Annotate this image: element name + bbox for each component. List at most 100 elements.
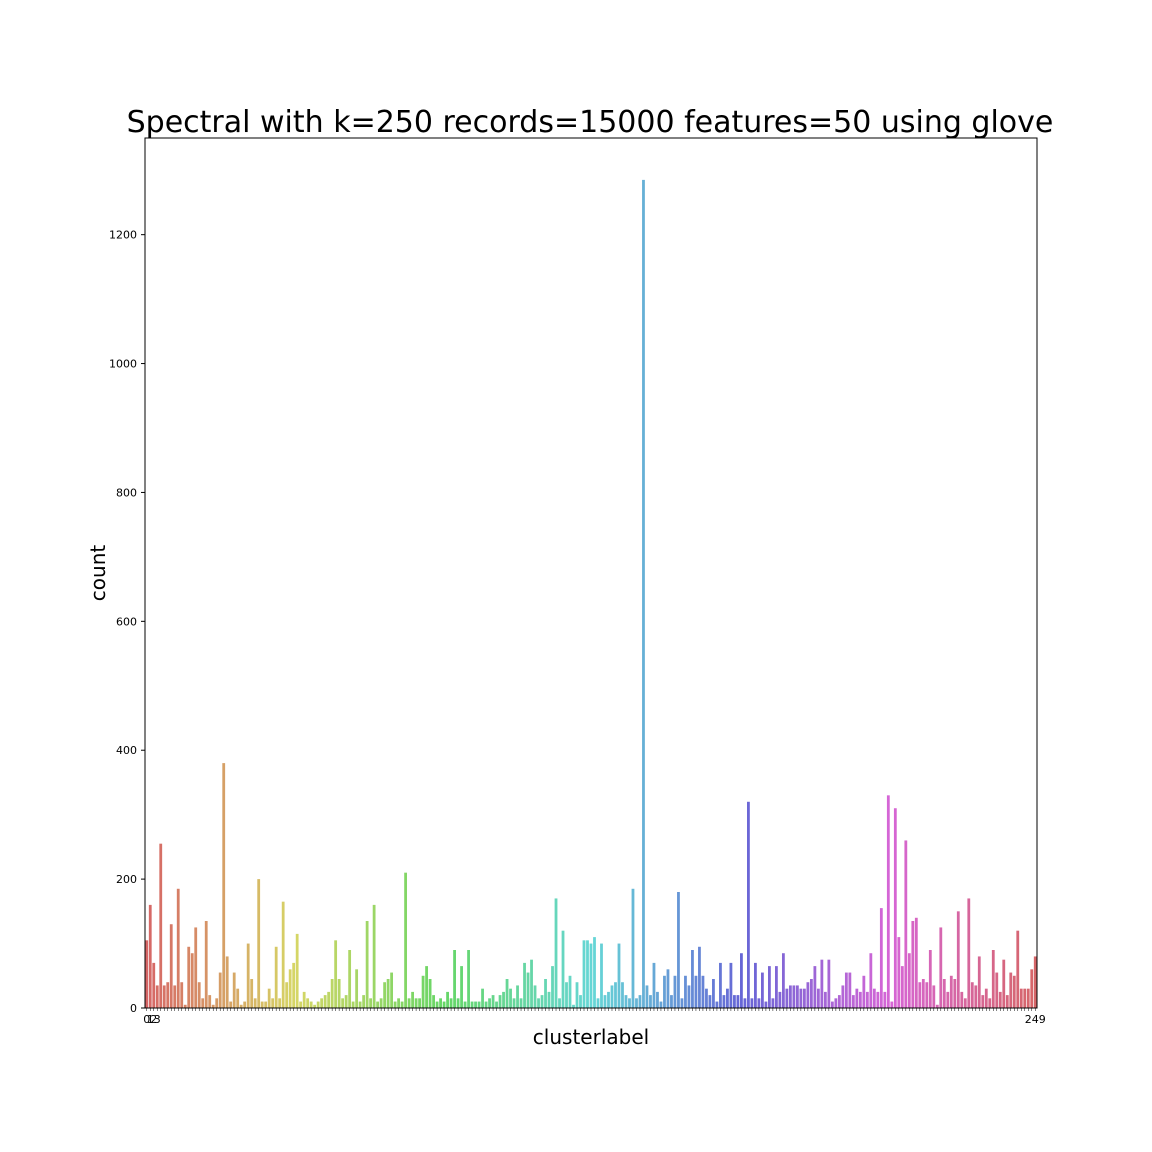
bar-cluster-90 <box>460 966 463 1008</box>
bar-cluster-143 <box>645 985 649 1008</box>
bar-cluster-71 <box>393 1001 397 1008</box>
bar-cluster-73 <box>400 1001 404 1008</box>
bar-cluster-92 <box>467 950 470 1008</box>
bar-cluster-238 <box>977 956 981 1008</box>
bar-cluster-248 <box>1012 975 1016 1008</box>
bar-cluster-97 <box>484 1001 488 1008</box>
bar-cluster-145 <box>652 962 656 1008</box>
bar-cluster-89 <box>456 998 460 1008</box>
bar-cluster-138 <box>628 998 631 1008</box>
bar-cluster-154 <box>684 975 687 1008</box>
bar-cluster-102 <box>502 991 505 1008</box>
bar-cluster-245 <box>1002 959 1006 1008</box>
bar-cluster-48 <box>313 1004 317 1008</box>
bar-cluster-174 <box>754 962 757 1008</box>
bar-cluster-151 <box>673 975 677 1008</box>
bar-cluster-42 <box>292 962 296 1008</box>
bar-cluster-24 <box>229 1001 233 1008</box>
bar-cluster-222 <box>921 979 925 1008</box>
bar-cluster-64 <box>369 998 373 1008</box>
bar-cluster-80 <box>425 966 428 1008</box>
bar-cluster-216 <box>900 966 904 1008</box>
bar-cluster-209 <box>876 991 880 1008</box>
bar-cluster-198 <box>837 995 841 1008</box>
bar-cluster-101 <box>498 995 502 1008</box>
bar-cluster-4 <box>159 843 163 1008</box>
y-tick-label: 0 <box>130 1002 137 1015</box>
bar-cluster-155 <box>687 985 691 1008</box>
x-tick-label: 249 <box>1025 1013 1046 1026</box>
bar-cluster-33 <box>260 1001 264 1008</box>
bar-cluster-113 <box>540 995 544 1008</box>
bar-cluster-23 <box>225 956 229 1008</box>
bar-cluster-38 <box>278 998 282 1008</box>
bar-cluster-231 <box>953 979 957 1008</box>
bar-cluster-34 <box>264 1001 268 1008</box>
bar-cluster-67 <box>379 998 383 1008</box>
bar-cluster-81 <box>428 979 432 1008</box>
bar-cluster-240 <box>984 988 988 1008</box>
bar-cluster-158 <box>698 946 701 1008</box>
bar-cluster-114 <box>544 979 547 1008</box>
bar-cluster-182 <box>781 953 785 1008</box>
bar-cluster-44 <box>299 1001 303 1008</box>
bar-cluster-213 <box>890 1001 894 1008</box>
bar-cluster-35 <box>267 988 271 1008</box>
bar-cluster-252 <box>1026 988 1030 1008</box>
bar-cluster-27 <box>239 1004 243 1008</box>
y-tick-label: 600 <box>116 615 137 628</box>
bar-cluster-190 <box>809 979 813 1008</box>
bar-cluster-25 <box>232 972 236 1008</box>
bar-cluster-193 <box>820 959 824 1008</box>
bar-cluster-131 <box>603 995 607 1008</box>
bar-cluster-135 <box>617 943 621 1008</box>
bar-cluster-50 <box>320 998 324 1008</box>
bar-cluster-2 <box>152 962 156 1008</box>
bar-cluster-66 <box>376 1001 380 1008</box>
bar-cluster-157 <box>694 975 698 1008</box>
bar-cluster-78 <box>418 998 421 1008</box>
bar-cluster-128 <box>593 937 596 1008</box>
bar-cluster-179 <box>771 998 775 1008</box>
bar-cluster-230 <box>949 975 953 1008</box>
bar-cluster-144 <box>649 995 652 1008</box>
bar-cluster-60 <box>355 969 359 1008</box>
bar-cluster-223 <box>925 982 929 1008</box>
bar-cluster-17 <box>204 921 208 1008</box>
bar-cluster-214 <box>893 808 897 1008</box>
bar-cluster-45 <box>302 991 306 1008</box>
bar-cluster-53 <box>330 979 334 1008</box>
bar-cluster-40 <box>285 982 289 1008</box>
bar-cluster-86 <box>446 991 449 1008</box>
bar-cluster-147 <box>659 1001 663 1008</box>
bar-cluster-136 <box>621 982 624 1008</box>
bar-cluster-224 <box>928 950 932 1008</box>
bar-cluster-217 <box>904 840 908 1008</box>
bar-cluster-226 <box>935 1004 939 1008</box>
bar-cluster-63 <box>365 921 369 1008</box>
bar-cluster-200 <box>844 972 848 1008</box>
bar-cluster-227 <box>939 927 943 1008</box>
bar-cluster-3 <box>155 985 159 1008</box>
bar-cluster-118 <box>558 998 561 1008</box>
bar-cluster-140 <box>635 998 638 1008</box>
bar-cluster-180 <box>775 966 778 1008</box>
x-tick-label: 3 <box>154 1013 161 1026</box>
y-axis-label: count <box>86 545 110 602</box>
bar-cluster-254 <box>1033 956 1037 1008</box>
bar-cluster-189 <box>806 982 810 1008</box>
bar-cluster-159 <box>701 975 705 1008</box>
bar-cluster-123 <box>575 982 579 1008</box>
bar-cluster-16 <box>201 998 205 1008</box>
y-tick-label: 200 <box>116 873 137 886</box>
bar-cluster-14 <box>194 927 198 1008</box>
bar-cluster-119 <box>561 930 565 1008</box>
y-tick-label: 400 <box>116 744 137 757</box>
bar-cluster-211 <box>883 991 887 1008</box>
bar-cluster-225 <box>932 985 936 1008</box>
bar-cluster-77 <box>414 998 418 1008</box>
bar-cluster-191 <box>813 966 817 1008</box>
bar-cluster-161 <box>708 995 712 1008</box>
bar-cluster-1 <box>148 904 152 1008</box>
bar-cluster-183 <box>785 988 789 1008</box>
